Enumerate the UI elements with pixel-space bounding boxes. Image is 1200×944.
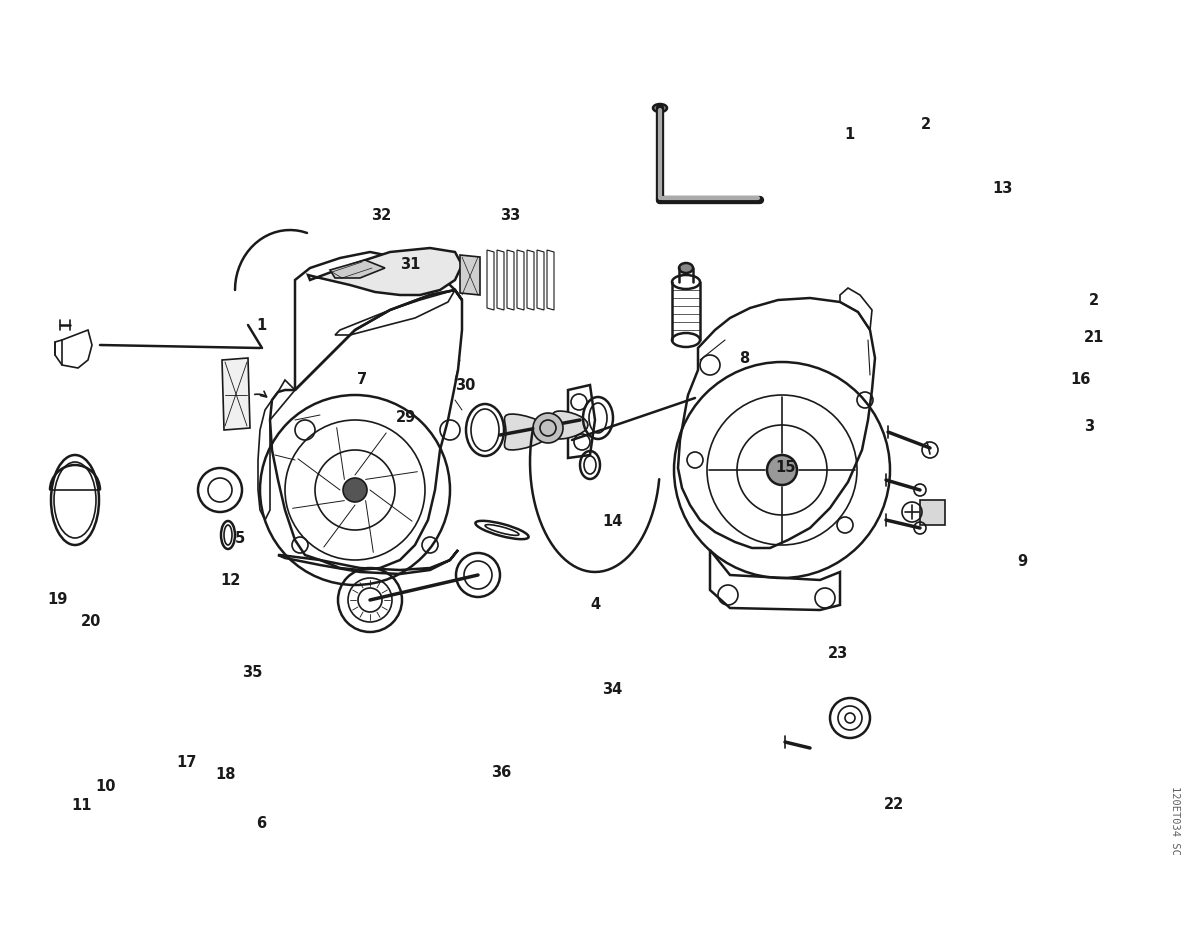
Text: 9: 9 xyxy=(1018,554,1027,569)
Polygon shape xyxy=(504,414,550,450)
Text: 22: 22 xyxy=(884,797,904,812)
Text: 15: 15 xyxy=(775,460,797,475)
Text: 11: 11 xyxy=(71,798,92,813)
Text: 31: 31 xyxy=(401,257,420,272)
Polygon shape xyxy=(308,248,462,295)
Text: 2: 2 xyxy=(1090,293,1099,308)
Text: 34: 34 xyxy=(602,682,622,697)
Text: 3: 3 xyxy=(1085,419,1094,434)
Text: 29: 29 xyxy=(396,410,415,425)
Text: 20: 20 xyxy=(82,614,101,629)
Text: 120ET034 SC: 120ET034 SC xyxy=(1170,785,1180,854)
Ellipse shape xyxy=(653,104,667,112)
Ellipse shape xyxy=(679,263,694,273)
Text: 32: 32 xyxy=(372,208,391,223)
Polygon shape xyxy=(552,411,588,439)
Text: 4: 4 xyxy=(590,597,600,612)
Polygon shape xyxy=(222,358,250,430)
Circle shape xyxy=(343,478,367,502)
Text: 18: 18 xyxy=(215,767,236,782)
Text: 5: 5 xyxy=(235,531,245,546)
Text: 1: 1 xyxy=(845,126,854,142)
Text: 8: 8 xyxy=(739,351,749,366)
Circle shape xyxy=(767,455,797,485)
Text: 12: 12 xyxy=(221,573,240,588)
Text: 21: 21 xyxy=(1085,330,1104,346)
Polygon shape xyxy=(920,500,946,525)
Text: 14: 14 xyxy=(602,514,622,529)
Polygon shape xyxy=(330,260,385,278)
Circle shape xyxy=(533,413,563,443)
Text: 35: 35 xyxy=(242,665,262,680)
Text: 10: 10 xyxy=(95,779,116,794)
Text: 19: 19 xyxy=(48,592,67,607)
Text: 1: 1 xyxy=(257,318,266,333)
Polygon shape xyxy=(460,255,480,295)
Text: 7: 7 xyxy=(358,372,367,387)
Text: 30: 30 xyxy=(456,378,475,393)
Text: 16: 16 xyxy=(1070,372,1090,387)
Text: 36: 36 xyxy=(492,765,511,780)
Text: 2: 2 xyxy=(922,117,931,132)
Text: 23: 23 xyxy=(828,646,847,661)
Text: 33: 33 xyxy=(500,208,520,223)
Text: 6: 6 xyxy=(257,816,266,831)
Text: 17: 17 xyxy=(176,755,196,770)
Text: 13: 13 xyxy=(992,181,1012,196)
